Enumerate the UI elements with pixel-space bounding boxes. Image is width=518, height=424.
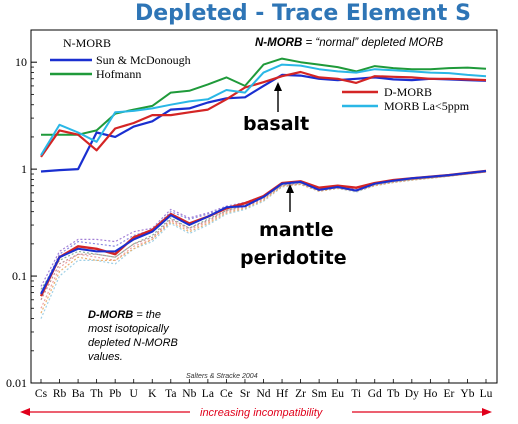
legend-label-hofmann: Hofmann bbox=[96, 67, 141, 81]
dmorb-def-line1: D-MORB = the bbox=[88, 309, 161, 321]
dmorb-definition: D-MORB = the most isotopically depleted … bbox=[88, 309, 178, 363]
series-line-peridotite-9 bbox=[40, 171, 487, 319]
x-tick-label-dy: Dy bbox=[405, 388, 419, 400]
series-line-morb-la-5ppm bbox=[40, 63, 487, 156]
basalt-arrow bbox=[274, 82, 282, 112]
x-tick-label-sm: Sm bbox=[311, 388, 326, 400]
series-layer bbox=[39, 57, 487, 319]
x-tick-label-lu: Lu bbox=[480, 388, 493, 400]
x-tick-label-ti: Ti bbox=[351, 388, 361, 400]
nmorb-definition-rest: = “normal” depleted MORB bbox=[302, 37, 443, 49]
dmorb-def-line4: values. bbox=[88, 351, 123, 363]
legend-header: N-MORB bbox=[63, 36, 111, 50]
x-axis-label: increasing incompatibility bbox=[200, 407, 324, 419]
x-tick-label-ta: Ta bbox=[165, 388, 176, 400]
legend-label-morb-la: MORB La<5ppm bbox=[384, 99, 470, 113]
y-tick-label: 0.01 bbox=[6, 376, 27, 390]
x-tick-label-tb: Tb bbox=[387, 388, 400, 400]
x-tick-label-nd: Nd bbox=[256, 388, 270, 400]
x-tick-label-gd: Gd bbox=[368, 388, 382, 400]
dmorb-def-rest: = the bbox=[133, 309, 161, 321]
x-tick-label-sr: Sr bbox=[240, 388, 250, 400]
y-tick-label: 10 bbox=[15, 55, 27, 69]
x-tick-label-cs: Cs bbox=[35, 388, 48, 400]
series-line-sun-mcdonough bbox=[40, 73, 487, 173]
x-tick-label-la: La bbox=[202, 388, 214, 400]
dmorb-def-bold: D-MORB bbox=[88, 309, 133, 321]
x-tick-label-rb: Rb bbox=[53, 388, 67, 400]
series-line-peridotite-5 bbox=[40, 170, 487, 295]
x-tick-label-u: U bbox=[130, 388, 139, 400]
legend-right: D-MORB MORB La<5ppm bbox=[342, 85, 470, 113]
series-line-peridotite-10 bbox=[40, 171, 487, 314]
x-tick-label-k: K bbox=[148, 388, 157, 400]
x-tick-label-yb: Yb bbox=[460, 388, 474, 400]
x-tick-label-ba: Ba bbox=[72, 388, 85, 400]
legend-label-dmorb: D-MORB bbox=[384, 85, 432, 99]
peridotite-arrow bbox=[286, 184, 294, 212]
x-tick-label-ho: Ho bbox=[423, 388, 437, 400]
plot-frame bbox=[30, 29, 498, 384]
series-line-peridotite-11 bbox=[40, 171, 487, 290]
x-tick-label-th: Th bbox=[90, 388, 103, 400]
nmorb-definition-bold: N-MORB bbox=[255, 37, 302, 49]
basalt-label: basalt bbox=[243, 113, 309, 135]
x-axis: Cs Rb Ba Th Pb U K Ta Nb La Ce Sr Nd Hf Zr Sm Eu Ti Gd Tb Dy… bbox=[35, 379, 493, 400]
incompatibility-arrow bbox=[20, 408, 492, 416]
x-tick-label-hf: Hf bbox=[276, 388, 288, 400]
x-tick-label-ce: Ce bbox=[220, 388, 233, 400]
y-axis: 10 1 0.1 0.01 bbox=[6, 29, 37, 390]
y-tick-label: 1 bbox=[21, 162, 27, 176]
source-credit: Salters & Stracke 2004 bbox=[186, 373, 258, 380]
legend-left: N-MORB Sun & McDonough Hofmann bbox=[50, 36, 191, 81]
series-line-d-morb bbox=[40, 70, 487, 158]
legend-label-sun-mcdonough: Sun & McDonough bbox=[96, 53, 191, 67]
slide-title: Depleted - Trace Element S bbox=[135, 1, 471, 26]
x-tick-label-nb: Nb bbox=[182, 388, 196, 400]
x-tick-label-zr: Zr bbox=[295, 388, 306, 400]
x-tick-label-pb: Pb bbox=[109, 388, 121, 400]
dmorb-def-line3: depleted N-MORB bbox=[88, 337, 178, 349]
mantle-label: mantle bbox=[259, 219, 334, 241]
y-tick-label: 0.1 bbox=[12, 269, 27, 283]
peridotite-label: peridotite bbox=[240, 247, 347, 269]
dmorb-def-line2: most isotopically bbox=[88, 323, 170, 335]
nmorb-definition: N-MORB = “normal” depleted MORB bbox=[255, 37, 444, 49]
x-tick-label-eu: Eu bbox=[331, 388, 344, 400]
x-tick-label-er: Er bbox=[443, 388, 454, 400]
